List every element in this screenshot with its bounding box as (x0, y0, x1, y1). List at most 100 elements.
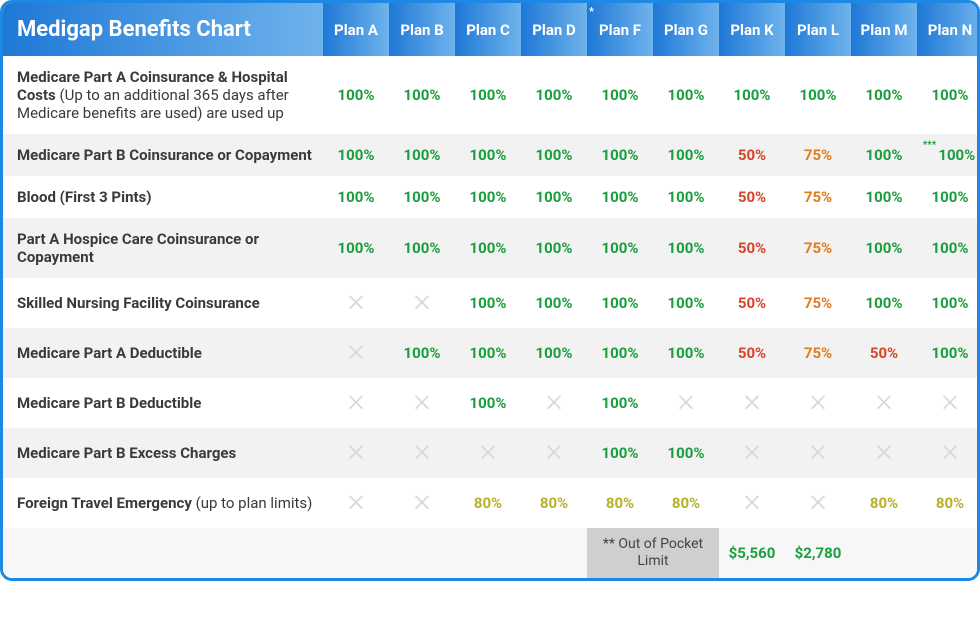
col-plan-c: Plan C (455, 3, 521, 56)
benefit-value (785, 378, 851, 428)
benefit-value: 100% (851, 56, 917, 134)
benefit-value: 80% (917, 478, 980, 528)
col-plan-l: Plan L (785, 3, 851, 56)
table-row: Medicare Part A Deductible100%100%100%10… (3, 328, 980, 378)
benefit-value (917, 378, 980, 428)
x-icon (543, 440, 565, 462)
table-row: Medicare Part B Excess Charges 100%100% (3, 428, 980, 478)
benefit-value: 80% (587, 478, 653, 528)
benefit-label: Medicare Part A Coinsurance & Hospital C… (3, 56, 323, 134)
benefit-value: 100% (587, 176, 653, 218)
table-row: Skilled Nursing Facility Coinsurance 100%… (3, 278, 980, 328)
benefit-value: 100% (653, 278, 719, 328)
col-plan-f: *Plan F (587, 3, 653, 56)
benefit-value: 100% (389, 328, 455, 378)
x-icon (675, 390, 697, 412)
benefit-value (851, 378, 917, 428)
benefit-value: 75% (785, 328, 851, 378)
benefit-value: 100% (917, 278, 980, 328)
benefit-value: 100% (851, 218, 917, 278)
benefit-value (719, 478, 785, 528)
benefit-value: 100% (917, 176, 980, 218)
table-row: Blood (First 3 Pints)100%100%100%100%100… (3, 176, 980, 218)
benefit-value: 75% (785, 176, 851, 218)
out-of-pocket-label: ** Out of Pocket Limit (587, 528, 719, 578)
x-icon (411, 390, 433, 412)
benefit-value (785, 478, 851, 528)
x-icon (807, 490, 829, 512)
benefit-value: 100% (587, 56, 653, 134)
benefit-value (917, 428, 980, 478)
benefit-value: 100% (653, 56, 719, 134)
benefit-value: 100% (587, 328, 653, 378)
benefit-value: 100% (653, 218, 719, 278)
benefit-value (323, 378, 389, 428)
table-row: Medicare Part B Coinsurance or Copayment… (3, 134, 980, 176)
benefit-value: 100% (521, 134, 587, 176)
benefit-value: 100% (521, 328, 587, 378)
x-icon (873, 440, 895, 462)
benefit-value: 80% (521, 478, 587, 528)
benefit-value (719, 378, 785, 428)
benefit-value: 100% (917, 56, 980, 134)
benefit-value: 100% (851, 176, 917, 218)
benefit-value: 100% (917, 328, 980, 378)
benefit-value: 100% (785, 56, 851, 134)
benefit-value (653, 378, 719, 428)
benefit-value: 80% (653, 478, 719, 528)
out-of-pocket-plan-k: $5,560 (719, 528, 785, 578)
benefit-value: 75% (785, 134, 851, 176)
benefit-value: 50% (719, 176, 785, 218)
benefit-value: 100% (521, 278, 587, 328)
footer-row: ** Out of Pocket Limit $5,560 $2,780 (3, 528, 980, 578)
x-icon (939, 390, 961, 412)
x-icon (939, 440, 961, 462)
benefit-label: Medicare Part B Deductible (3, 378, 323, 428)
x-icon (477, 440, 499, 462)
x-icon (411, 490, 433, 512)
benefit-value (323, 328, 389, 378)
benefit-value (851, 428, 917, 478)
benefit-value: 100% (455, 328, 521, 378)
table-title: Medigap Benefits Chart (3, 3, 323, 56)
benefit-value: 100% (587, 378, 653, 428)
benefit-value: 50% (719, 134, 785, 176)
out-of-pocket-plan-l: $2,780 (785, 528, 851, 578)
benefit-value: 100% (323, 218, 389, 278)
col-plan-n: Plan N (917, 3, 980, 56)
benefit-value: 50% (719, 328, 785, 378)
x-icon (411, 290, 433, 312)
col-plan-f-label: Plan F (599, 21, 641, 39)
benefit-value: 100% (521, 218, 587, 278)
benefit-value: 100% (851, 134, 917, 176)
col-plan-a: Plan A (323, 3, 389, 56)
col-plan-m: Plan M (851, 3, 917, 56)
benefit-label: Medicare Part B Excess Charges (3, 428, 323, 478)
benefit-label: Blood (First 3 Pints) (3, 176, 323, 218)
benefit-label: Part A Hospice Care Coinsurance or Copay… (3, 218, 323, 278)
table-row: Medicare Part B Deductible100%100% (3, 378, 980, 428)
benefit-value: 100% (587, 428, 653, 478)
benefit-value: 100% (455, 134, 521, 176)
x-icon (411, 440, 433, 462)
benefit-value: 80% (851, 478, 917, 528)
medigap-table: Medigap Benefits Chart Plan A Plan B Pla… (3, 3, 980, 578)
benefit-value: 100% (521, 56, 587, 134)
benefit-value: 100% (653, 428, 719, 478)
x-icon (345, 390, 367, 412)
benefit-value (455, 428, 521, 478)
benefit-value: 100% (323, 176, 389, 218)
x-icon (345, 440, 367, 462)
footer-spacer-right (851, 528, 980, 578)
benefit-value: 100% (455, 278, 521, 328)
benefit-value: 100% (455, 218, 521, 278)
benefit-value: 75% (785, 218, 851, 278)
benefit-value (521, 378, 587, 428)
col-plan-b: Plan B (389, 3, 455, 56)
benefit-value (389, 478, 455, 528)
benefit-label: Skilled Nursing Facility Coinsurance (3, 278, 323, 328)
benefit-value: 100% (587, 278, 653, 328)
benefit-value: 100% (653, 328, 719, 378)
table-row: Medicare Part A Coinsurance & Hospital C… (3, 56, 980, 134)
benefit-value: 100% (323, 134, 389, 176)
